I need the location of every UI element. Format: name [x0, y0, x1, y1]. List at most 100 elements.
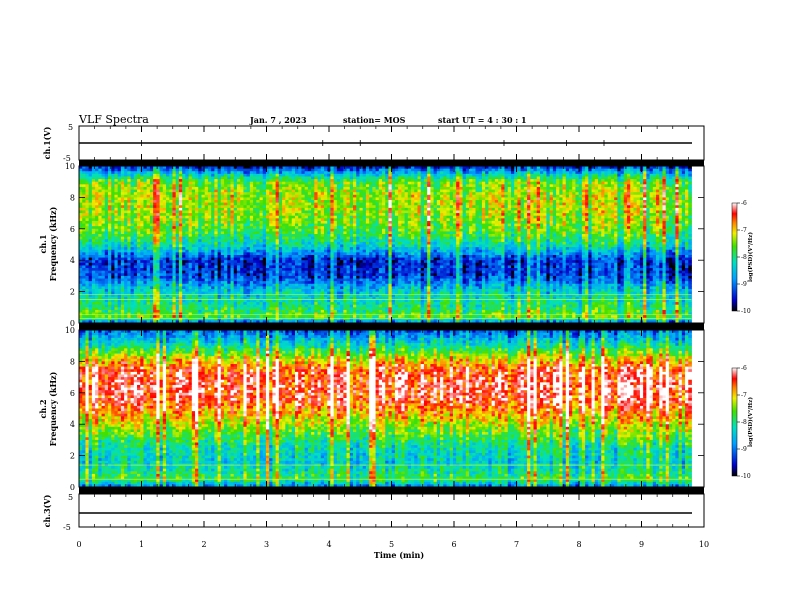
spectrogram-cell [153, 234, 157, 237]
spectrogram-cell [124, 268, 128, 271]
spectrogram-cell [192, 276, 196, 279]
spectrogram-cell [172, 234, 176, 237]
spectrogram-cell [211, 310, 215, 313]
spectrogram-cell [160, 273, 164, 276]
spectrogram-cell [305, 221, 309, 224]
spectrogram-cell [260, 313, 264, 316]
spectrogram-cell [176, 302, 180, 305]
spectrogram-cell [295, 307, 299, 310]
spectrogram-cell [330, 273, 334, 276]
spectrogram-cell [311, 174, 315, 177]
spectrogram-cell [260, 299, 264, 302]
spectrogram-cell [224, 174, 228, 177]
spectrogram-cell [279, 313, 283, 316]
spectrogram-cell [189, 203, 193, 206]
spectrogram-cell [237, 213, 241, 216]
spectrogram-cell [111, 276, 115, 279]
spectrogram-cell [208, 273, 212, 276]
spectrogram-cell [269, 184, 273, 187]
spectrogram-cell [89, 250, 93, 253]
spectrogram-cell [250, 200, 254, 203]
spectrogram-cell [98, 231, 102, 234]
spectrogram-cell [295, 239, 299, 242]
spectrogram-cell [82, 281, 86, 284]
spectrogram-cell [250, 315, 254, 318]
spectrogram-cell [85, 265, 89, 268]
spectrogram-cell [321, 255, 325, 258]
spectrogram-cell [253, 284, 257, 287]
spectrogram-cell [285, 239, 289, 242]
spectrogram-cell [337, 216, 341, 219]
spectrogram-cell [189, 182, 193, 185]
spectrogram-cell [321, 302, 325, 305]
spectrogram-cell [263, 239, 267, 242]
spectrogram-cell [89, 208, 93, 211]
spectrogram-cell [308, 255, 312, 258]
spectrogram-cell [108, 281, 112, 284]
spectrogram-cell [340, 239, 344, 242]
spectrogram-cell [150, 307, 154, 310]
spectrogram-cell [337, 184, 341, 187]
spectrogram-cell [343, 224, 347, 227]
spectrogram-cell [276, 276, 280, 279]
spectrogram-cell [231, 171, 235, 174]
spectrogram-cell [140, 171, 144, 174]
spectrogram-cell [227, 169, 231, 172]
spectrogram-cell [134, 169, 138, 172]
spectrogram-cell [343, 276, 347, 279]
spectrogram-cell [308, 197, 312, 200]
spectrogram-cell [137, 273, 141, 276]
spectrogram-cell [137, 292, 141, 295]
spectrogram-cell [231, 289, 235, 292]
spectrogram-cell [269, 213, 273, 216]
spectrogram-cell [172, 210, 176, 213]
spectrogram-cell [79, 229, 83, 232]
spectrogram-cell [292, 171, 296, 174]
spectrogram-cell [179, 169, 183, 172]
spectrogram-cell [266, 260, 270, 263]
spectrogram-cell [227, 265, 231, 268]
spectrogram-cell [127, 221, 131, 224]
spectrogram-cell [185, 203, 189, 206]
spectrogram-cell [211, 273, 215, 276]
spectrogram-cell [118, 200, 122, 203]
spectrogram-cell [295, 255, 299, 258]
spectrogram-cell [240, 299, 244, 302]
spectrogram-cell [243, 292, 247, 295]
spectrogram-cell [111, 187, 115, 190]
spectrogram-cell [327, 265, 331, 268]
spectrogram-cell [214, 289, 218, 292]
spectrogram-cell [134, 203, 138, 206]
spectrogram-cell [147, 171, 151, 174]
spectrogram-cell [124, 182, 128, 185]
spectrogram-cell [256, 286, 260, 289]
spectrogram-cell [285, 250, 289, 253]
spectrogram-cell [208, 229, 212, 232]
spectrogram-cell [301, 182, 305, 185]
spectrogram-cell [305, 192, 309, 195]
spectrogram-cell [266, 176, 270, 179]
spectrogram-cell [231, 292, 235, 295]
spectrogram-cell [156, 310, 160, 313]
spectrogram-cell [218, 210, 222, 213]
spectrogram-cell [314, 182, 318, 185]
spectrogram-cell [311, 200, 315, 203]
spectrogram-cell [330, 279, 334, 282]
spectrogram-cell [189, 247, 193, 250]
spectrogram-cell [124, 289, 128, 292]
spectrogram-cell [108, 169, 112, 172]
spectrogram-cell [134, 200, 138, 203]
spectrogram-cell [231, 305, 235, 308]
spectrogram-cell [211, 279, 215, 282]
spectrogram-cell [256, 260, 260, 263]
spectrogram-cell [143, 182, 147, 185]
spectrogram-cell [250, 187, 254, 190]
spectrogram-cell [321, 305, 325, 308]
spectrogram-cell [327, 187, 331, 190]
spectrogram-cell [124, 184, 128, 187]
spectrogram-cell [295, 279, 299, 282]
spectrogram-cell [305, 245, 309, 248]
spectrogram-cell [327, 184, 331, 187]
spectrogram-cell [260, 255, 264, 258]
spectrogram-cell [272, 284, 276, 287]
